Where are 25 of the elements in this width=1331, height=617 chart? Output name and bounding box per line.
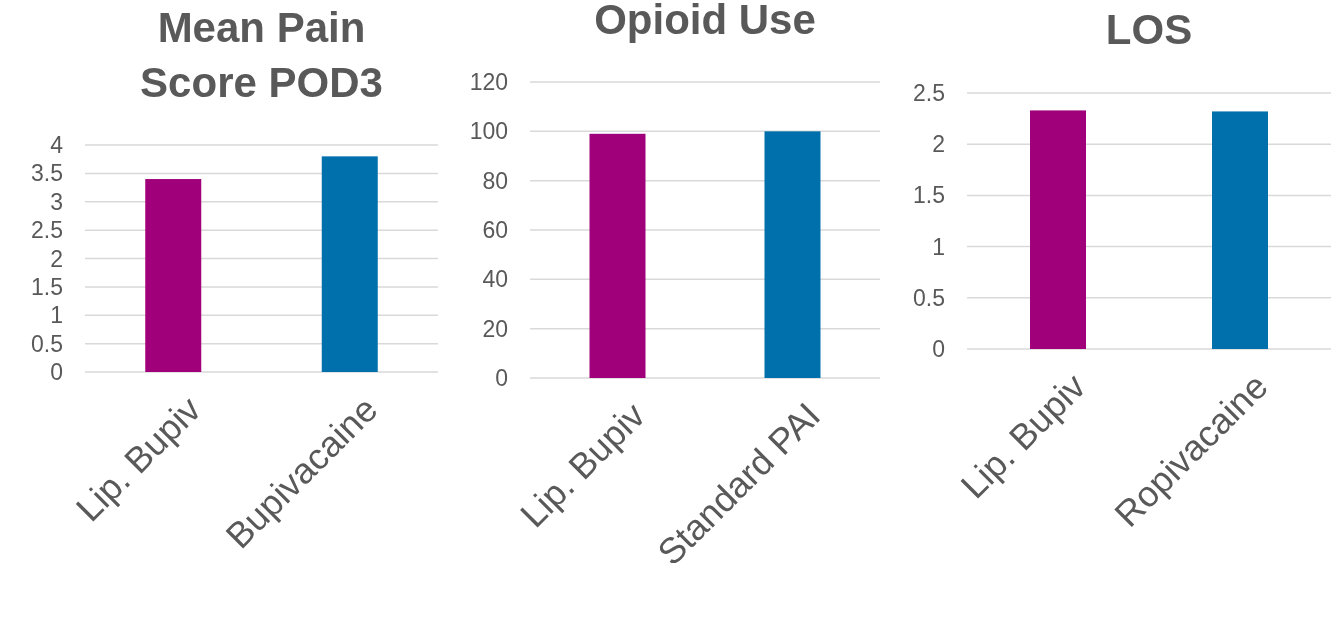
y-tick-label: 80 (482, 167, 508, 194)
y-tick-label: 0.5 (31, 330, 63, 357)
chart-title: Mean Pain Score POD3 (140, 4, 383, 106)
y-tick-label: 1 (932, 233, 945, 260)
y-tick-label: 2.5 (913, 80, 945, 107)
chart-title: Opioid Use (594, 0, 816, 43)
chart-title: LOS (1105, 6, 1193, 53)
y-tick-label: 0 (495, 365, 508, 392)
y-tick-label: 60 (482, 217, 508, 244)
y-tick-label: 0.5 (913, 284, 945, 311)
y-tick-label: 2.5 (31, 217, 63, 244)
y-tick-label: 20 (482, 315, 508, 342)
y-tick-label: 100 (469, 118, 508, 145)
y-tick-label: 120 (469, 69, 508, 96)
y-tick-label: 3 (50, 188, 63, 215)
y-tick-label: 3.5 (31, 160, 63, 187)
y-tick-label: 1.5 (31, 273, 63, 300)
y-tick-label: 2 (50, 245, 63, 272)
y-tick-label: 1.5 (913, 182, 945, 209)
y-tick-label: 4 (50, 132, 64, 159)
y-tick-label: 0 (932, 336, 945, 363)
y-tick-label: 1 (50, 302, 63, 329)
y-tick-label: 40 (482, 266, 508, 293)
y-tick-label: 0 (50, 359, 63, 386)
y-tick-label: 2 (932, 131, 945, 158)
